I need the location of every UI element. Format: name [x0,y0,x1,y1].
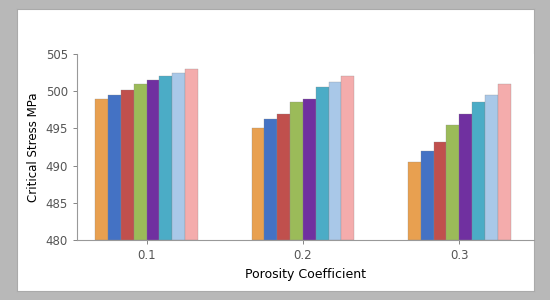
Bar [160,76,172,240]
Bar [472,102,485,240]
Bar [447,125,459,240]
Bar [459,113,472,240]
Bar [342,76,354,240]
Bar [316,88,328,240]
Bar [185,69,198,240]
Bar [265,119,277,240]
Bar [485,95,498,240]
Y-axis label: Critical Stress MPa: Critical Stress MPa [27,92,40,202]
Bar [421,151,433,240]
Bar [408,162,421,240]
Bar [95,99,108,240]
Bar [433,142,447,240]
Bar [108,95,121,240]
Bar [498,84,510,240]
Bar [172,73,185,240]
Bar [277,113,290,240]
Bar [134,84,147,240]
Bar [121,90,134,240]
Bar [290,102,303,240]
X-axis label: Porosity Coefficient: Porosity Coefficient [245,268,366,281]
Bar [251,128,265,240]
Bar [328,82,342,240]
Bar [303,99,316,240]
Bar [147,80,159,240]
